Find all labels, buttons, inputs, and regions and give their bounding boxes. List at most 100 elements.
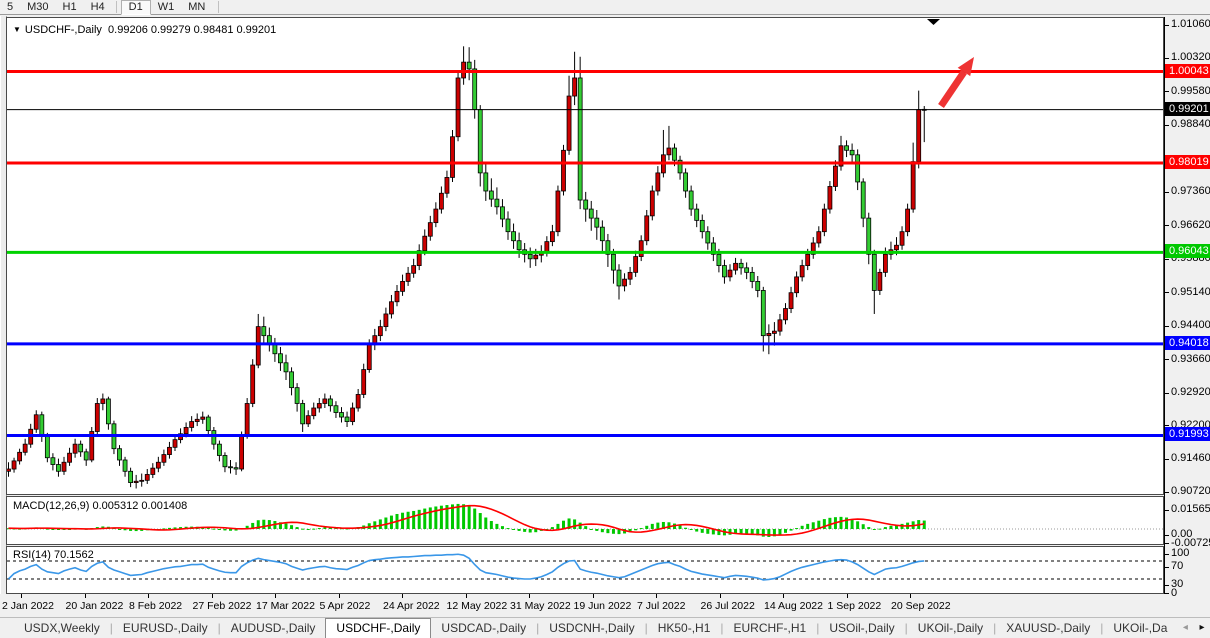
tab-audusd-daily[interactable]: AUDUSD-,Daily <box>230 621 316 635</box>
macd-histogram-bar <box>317 528 321 530</box>
price-tick-label: 0.99580 <box>1171 84 1210 97</box>
tab-eurchf-h1[interactable]: EURCHF-,H1 <box>733 621 807 635</box>
macd-histogram-bar <box>806 523 810 529</box>
candle <box>633 250 639 277</box>
macd-histogram-bar <box>606 529 610 534</box>
timeframe-button-5[interactable]: 5 <box>7 0 14 13</box>
macd-histogram-bar <box>556 523 560 529</box>
tab-usdchf-daily[interactable]: USDCHF-,Daily <box>325 618 432 638</box>
macd-histogram-bar <box>445 505 449 529</box>
tab-eurusd-daily[interactable]: EURUSD-,Daily <box>122 621 208 635</box>
candle <box>833 160 838 191</box>
tab-usdcad-daily[interactable]: USDCAD-,Daily <box>441 621 527 635</box>
timeframe-button-w1[interactable]: W1 <box>157 0 175 13</box>
chart-title: ▼ USDCHF-,Daily 0.99206 0.99279 0.98481 0… <box>13 24 276 36</box>
tab-xauusd-daily[interactable]: XAUUSD-,Daily <box>1006 621 1091 635</box>
date-tick <box>592 594 594 598</box>
macd-histogram-bar <box>861 524 865 529</box>
timeframe-button-mn[interactable]: MN <box>188 0 206 13</box>
candle <box>78 440 84 457</box>
up-arrow-annotation[interactable] <box>938 57 974 108</box>
candle <box>733 257 738 275</box>
macd-histogram-bar <box>523 529 527 532</box>
macd-histogram-bar <box>739 529 743 534</box>
macd-histogram-bar <box>301 528 305 530</box>
chart-quote-ohlc: 0.99206 0.99279 0.98481 0.99201 <box>108 24 277 36</box>
macd-histogram-bar <box>895 524 898 529</box>
macd-histogram-bar <box>611 529 615 534</box>
timeframe-button-h4[interactable]: H4 <box>90 0 105 13</box>
tab-usoil-daily[interactable]: USOil-,Daily <box>829 621 895 635</box>
candle <box>483 163 489 201</box>
candle <box>760 286 766 352</box>
macd-histogram-bar <box>284 523 288 529</box>
macd-histogram-bar <box>589 529 593 530</box>
candle <box>816 226 822 248</box>
candle <box>905 203 910 237</box>
price-tick-label: 0.96620 <box>1171 218 1210 231</box>
rsi-axis-tick <box>1165 566 1169 568</box>
macd-histogram-bar <box>56 529 60 530</box>
tab-scroll-left-icon[interactable]: ◂ <box>1182 622 1188 633</box>
candle <box>688 185 694 216</box>
symbol-dropdown-icon[interactable]: ▼ <box>13 25 21 34</box>
macd-histogram-bar <box>134 529 138 532</box>
candle <box>810 237 816 259</box>
tab-separator: | <box>816 621 820 635</box>
candle <box>488 178 494 207</box>
price-tick <box>1165 292 1169 294</box>
date-tick-label: 31 May 2022 <box>510 600 571 612</box>
tab-hk50-h1[interactable]: HK50-,H1 <box>657 621 711 635</box>
candle <box>727 264 733 282</box>
candle <box>167 441 172 459</box>
tab-usdx-weekly[interactable]: USDX,Weekly <box>24 621 100 635</box>
candle <box>294 383 300 412</box>
scroll-marker-icon <box>927 19 940 25</box>
candle <box>255 313 261 369</box>
macd-histogram-bar <box>595 529 599 531</box>
rsi-line <box>7 553 925 581</box>
price-tick-label: 1.00320 <box>1171 51 1210 64</box>
candle <box>350 402 356 426</box>
macd-histogram-bar <box>245 525 249 529</box>
timeframe-button-h1[interactable]: H1 <box>62 0 77 13</box>
macd-histogram-bar <box>51 529 55 530</box>
price-tick <box>1165 57 1169 59</box>
candle <box>466 47 472 81</box>
date-tick-label: 2 Jan 2022 <box>2 600 54 612</box>
tab-ukoil-daily[interactable]: UKOil-,Daily <box>917 621 984 635</box>
macd-histogram-bar <box>767 529 771 537</box>
candle <box>405 266 411 286</box>
date-tick-label: 20 Sep 2022 <box>891 600 951 612</box>
macd-histogram-bar <box>562 520 565 529</box>
candle <box>699 214 705 239</box>
tab-scroll-right-icon[interactable]: ▸ <box>1199 622 1205 633</box>
rsi-axis-tick <box>1165 553 1169 555</box>
macd-histogram-bar <box>650 523 654 529</box>
candle <box>821 203 827 237</box>
tab-ukoil-da[interactable]: UKOil-,Da <box>1113 621 1168 635</box>
timeframe-button-d1[interactable]: D1 <box>120 0 151 15</box>
candle <box>455 71 461 142</box>
candle <box>577 56 583 210</box>
macd-histogram-bar <box>306 529 310 530</box>
price-tick <box>1165 491 1169 493</box>
candle <box>83 448 89 466</box>
macd-label: MACD(12,26,9) 0.005312 0.001408 <box>13 500 188 512</box>
candle <box>61 456 67 475</box>
price-tick-label: 0.98840 <box>1171 118 1210 131</box>
price-tick-label: 0.94400 <box>1171 319 1210 332</box>
timeframe-button-m30[interactable]: M30 <box>27 0 49 13</box>
macd-histogram-bar <box>484 517 488 529</box>
candle <box>772 322 777 346</box>
candle <box>566 75 572 155</box>
macd-histogram-bar <box>634 529 638 531</box>
candle <box>261 316 267 345</box>
macd-axis-tick <box>1165 534 1169 536</box>
candle <box>555 185 561 237</box>
tab-usdcnh-daily[interactable]: USDCNH-,Daily <box>549 621 635 635</box>
candle <box>461 46 467 85</box>
candle <box>477 105 483 187</box>
rsi-axis-label: 100 <box>1171 547 1190 559</box>
candle <box>22 438 28 456</box>
